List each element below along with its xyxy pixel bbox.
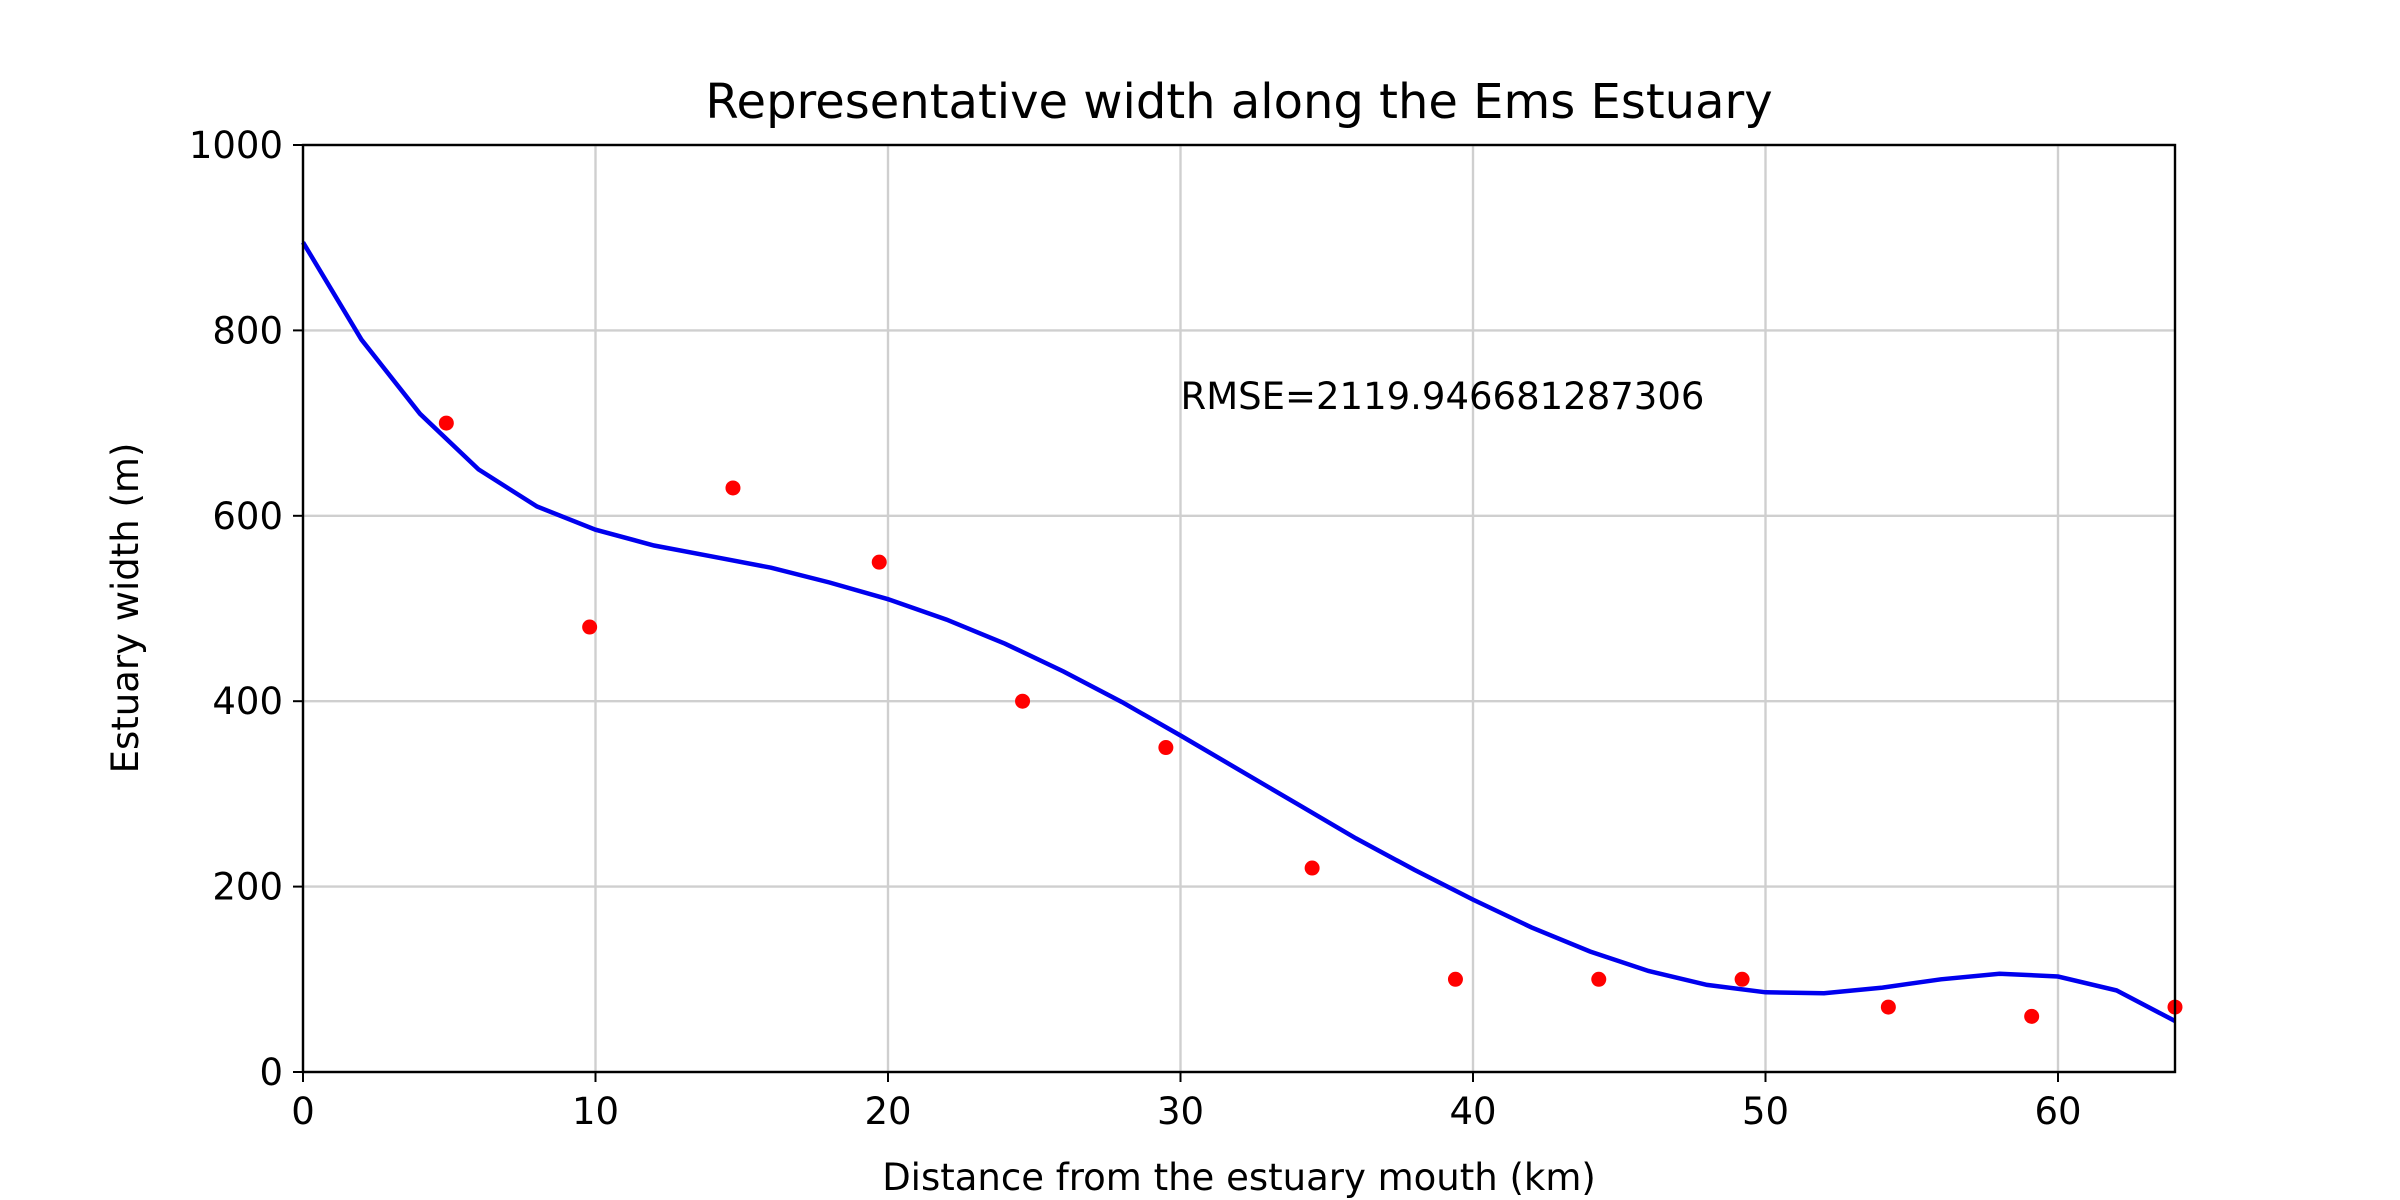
data-point (1015, 693, 1031, 709)
data-point (871, 554, 887, 570)
y-tick-label: 1000 (189, 124, 283, 167)
x-axis: 0 10 20 30 40 50 60 (291, 1072, 2082, 1133)
y-axis: 0 200 400 600 800 1000 (189, 124, 303, 1094)
data-point (438, 415, 454, 431)
chart-title: Representative width along the Ems Estua… (705, 74, 1772, 130)
x-tick-label: 10 (572, 1090, 619, 1133)
y-tick-label: 600 (212, 495, 283, 538)
plot-frame (301, 143, 2177, 1074)
x-tick-label: 60 (2034, 1090, 2081, 1133)
grid (301, 143, 2175, 1074)
x-tick-label: 0 (291, 1090, 315, 1133)
rmse-annotation: RMSE=2119.946681287306 (1181, 375, 1705, 418)
data-point (1447, 971, 1463, 987)
plot-area (301, 241, 2183, 1024)
y-tick-label: 200 (212, 866, 283, 909)
y-tick-label: 400 (212, 680, 283, 723)
x-tick-label: 40 (1449, 1090, 1496, 1133)
data-point (1158, 740, 1174, 756)
x-tick-label: 30 (1157, 1090, 1204, 1133)
data-point (582, 619, 598, 635)
x-tick-label: 50 (1742, 1090, 1789, 1133)
data-point (2024, 1008, 2040, 1024)
data-point (725, 480, 741, 496)
y-tick-label: 0 (259, 1051, 283, 1094)
y-tick-label: 800 (212, 309, 283, 352)
x-tick-label: 20 (864, 1090, 911, 1133)
fit-curve (301, 241, 2177, 1023)
y-axis-label: Estuary width (m) (104, 443, 147, 774)
x-axis-label: Distance from the estuary mouth (km) (882, 1156, 1596, 1199)
data-point (1734, 971, 1750, 987)
data-point (1880, 999, 1896, 1015)
data-point (1304, 860, 1320, 876)
data-point (1591, 971, 1607, 987)
